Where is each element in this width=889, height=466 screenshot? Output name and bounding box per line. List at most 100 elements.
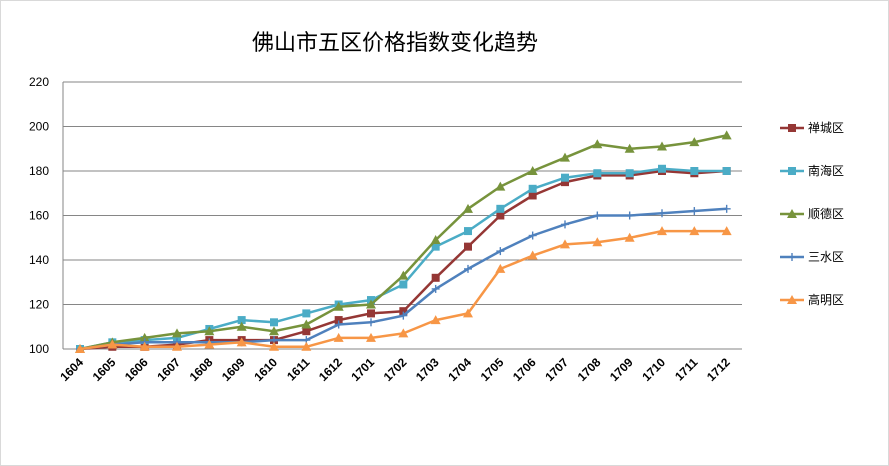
data-point bbox=[334, 316, 343, 325]
data-point bbox=[366, 299, 376, 309]
x-tick-label: 1609 bbox=[219, 355, 248, 384]
x-tick-label: 1707 bbox=[542, 355, 571, 384]
data-point bbox=[464, 264, 472, 273]
x-tick-label: 1704 bbox=[445, 355, 474, 384]
legend-marker bbox=[787, 295, 797, 304]
data-point bbox=[593, 211, 602, 220]
data-point bbox=[366, 332, 376, 342]
series-5 bbox=[75, 226, 732, 353]
series-line bbox=[79, 167, 727, 351]
data-point bbox=[722, 167, 731, 175]
legend-entry: 顺德区 bbox=[780, 206, 844, 221]
legend-label: 三水区 bbox=[808, 250, 844, 264]
data-point bbox=[560, 239, 570, 249]
data-point bbox=[658, 164, 666, 173]
data-point bbox=[528, 231, 537, 240]
x-tick-label: 1701 bbox=[348, 355, 377, 384]
y-tick-label: 160 bbox=[29, 209, 49, 223]
data-point bbox=[624, 143, 635, 153]
data-point bbox=[593, 169, 602, 178]
data-point bbox=[430, 234, 441, 244]
x-tick-label: 1708 bbox=[575, 355, 604, 384]
data-point bbox=[527, 166, 538, 175]
data-point bbox=[721, 130, 732, 140]
x-tick-label: 1709 bbox=[607, 355, 636, 384]
data-point bbox=[269, 326, 279, 336]
data-point bbox=[367, 318, 375, 327]
x-tick-label: 1612 bbox=[316, 355, 345, 384]
data-point bbox=[690, 207, 699, 216]
data-point bbox=[75, 344, 85, 353]
data-point bbox=[561, 178, 569, 187]
data-point bbox=[172, 328, 182, 338]
data-point bbox=[528, 184, 537, 193]
data-point bbox=[496, 211, 505, 220]
data-point bbox=[236, 337, 247, 347]
data-point bbox=[592, 237, 603, 247]
data-point bbox=[496, 247, 505, 256]
x-tick-label: 1706 bbox=[510, 355, 539, 384]
data-point bbox=[334, 320, 343, 329]
y-tick-label: 200 bbox=[29, 120, 49, 134]
legend-label: 高明区 bbox=[808, 292, 844, 307]
x-tick-label: 1611 bbox=[284, 355, 313, 384]
x-tick-label: 1605 bbox=[90, 355, 119, 384]
data-point bbox=[689, 226, 700, 236]
series-2 bbox=[76, 164, 731, 353]
legend-entry: 禅城区 bbox=[780, 121, 844, 135]
data-point bbox=[625, 211, 634, 220]
x-tick-label: 1710 bbox=[639, 355, 668, 384]
data-point bbox=[431, 284, 440, 293]
y-tick-label: 180 bbox=[29, 164, 49, 178]
x-tick-label: 1606 bbox=[122, 355, 151, 384]
x-axis-ticks: 1604 1605 1606 1607 1608 1609 1610 1611 1612 1701… bbox=[57, 355, 733, 384]
data-point bbox=[527, 250, 538, 260]
y-tick-label: 140 bbox=[29, 253, 49, 267]
data-point bbox=[721, 226, 732, 236]
data-point bbox=[399, 280, 408, 289]
y-tick-label: 220 bbox=[29, 75, 49, 89]
x-tick-label: 1702 bbox=[381, 355, 410, 384]
data-point bbox=[302, 309, 311, 318]
y-tick-label: 100 bbox=[29, 342, 49, 356]
legend-marker bbox=[788, 124, 796, 132]
y-axis-ticks: 100 120 140 160 180 200 220 bbox=[29, 75, 49, 356]
data-point bbox=[495, 263, 506, 273]
data-point bbox=[561, 220, 569, 229]
data-point bbox=[496, 204, 505, 213]
legend-marker bbox=[787, 209, 797, 218]
series-lines bbox=[75, 130, 732, 353]
data-point bbox=[172, 341, 182, 351]
data-point bbox=[398, 270, 409, 280]
data-point bbox=[560, 152, 570, 162]
x-tick-label: 1604 bbox=[57, 355, 86, 384]
data-point bbox=[269, 341, 279, 351]
data-point bbox=[528, 191, 537, 200]
data-point bbox=[236, 321, 247, 331]
data-point bbox=[658, 209, 666, 218]
data-point bbox=[204, 339, 215, 349]
data-point bbox=[367, 309, 375, 318]
data-point bbox=[561, 173, 569, 182]
legend-label: 禅城区 bbox=[808, 121, 844, 135]
data-point bbox=[657, 141, 667, 151]
data-point bbox=[464, 242, 472, 251]
data-point bbox=[690, 167, 699, 175]
data-point bbox=[237, 316, 246, 325]
data-point bbox=[270, 318, 278, 327]
data-point bbox=[657, 226, 667, 236]
legend-entry: 三水区 bbox=[780, 250, 844, 264]
data-point bbox=[139, 332, 150, 342]
data-point bbox=[625, 169, 634, 178]
gridlines bbox=[63, 81, 742, 305]
data-point bbox=[107, 339, 118, 349]
chart-title: 佛山市五区价格指数变化趋势 bbox=[252, 31, 538, 56]
data-point bbox=[431, 273, 440, 282]
data-point bbox=[624, 232, 635, 242]
x-tick-label: 1705 bbox=[478, 355, 507, 384]
data-point bbox=[139, 341, 150, 351]
x-tick-label: 1711 bbox=[672, 355, 701, 384]
data-point bbox=[431, 242, 440, 251]
